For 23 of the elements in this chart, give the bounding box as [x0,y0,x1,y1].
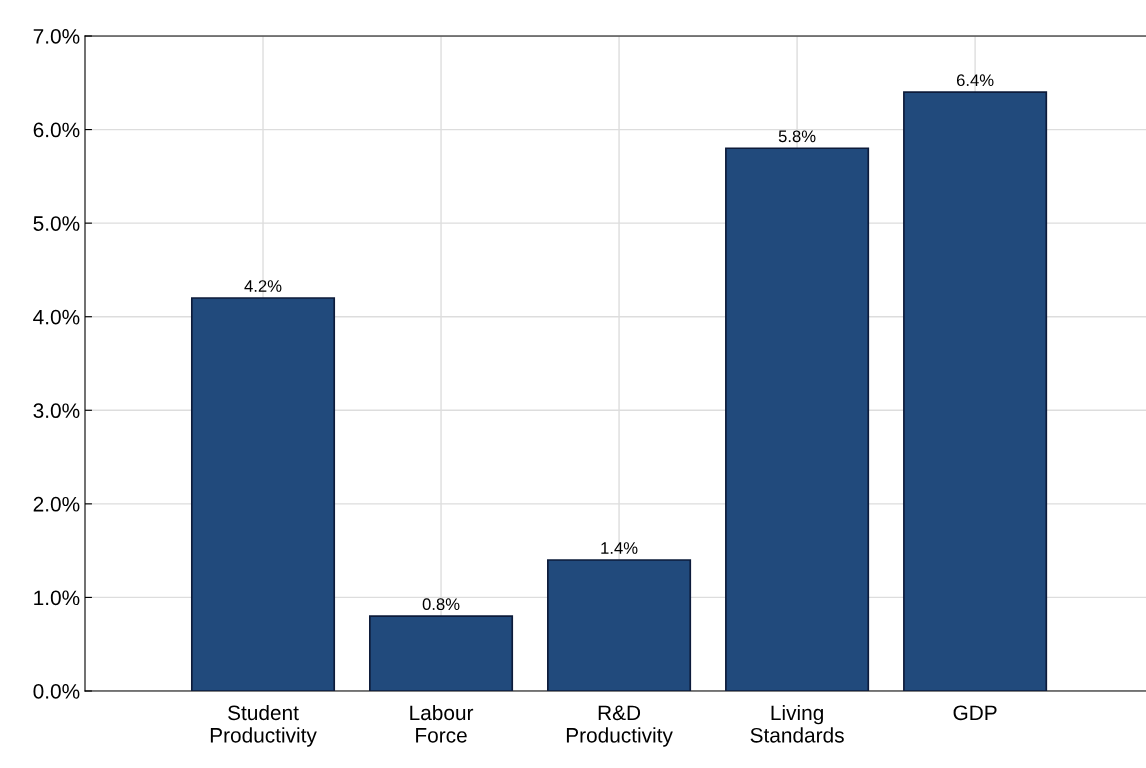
x-tick-label: Labour Force [410,704,474,743]
data-label: 6.4% [956,74,994,87]
x-tick-label: R&D Productivity [566,705,673,747]
data-label: 0.8% [422,598,460,611]
y-tick-label: 7.0% [33,29,80,44]
y-tick-label: 0.0% [33,684,80,699]
x-tick-label: GDP [953,705,997,721]
data-label: 5.8% [778,130,816,143]
y-tick-label: 6.0% [33,122,80,138]
x-tick-label: Living Standards [750,704,844,743]
y-tick-label: 3.0% [33,403,80,419]
bar [725,147,870,691]
data-label: 1.4% [601,542,638,554]
x-tick-label: Student Productivity [210,704,317,747]
y-tick-label: 4.0% [33,309,80,325]
bar [547,559,692,691]
y-tick-label: 2.0% [33,496,80,512]
bar [190,297,336,691]
bar [903,91,1048,691]
data-label: 4.2% [244,280,282,292]
bar [368,615,514,691]
y-tick-label: 5.0% [33,216,80,231]
y-tick-label: 1.0% [34,590,80,606]
